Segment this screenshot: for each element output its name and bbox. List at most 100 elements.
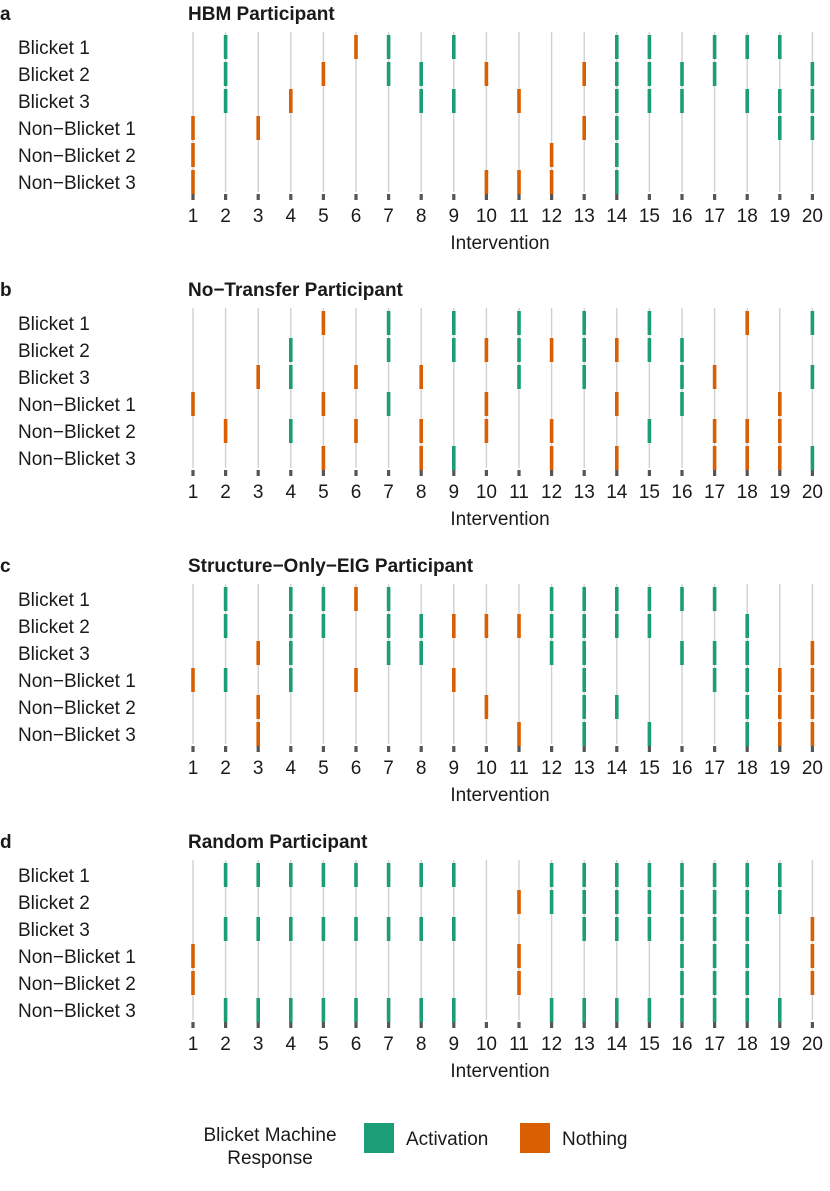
tick-label: 16 <box>671 1034 692 1055</box>
activation-mark <box>354 998 358 1022</box>
axis-tick <box>256 194 260 200</box>
nothing-mark <box>517 944 521 968</box>
axis-tick <box>778 1022 782 1028</box>
activation-mark <box>712 863 717 887</box>
nothing-mark <box>778 668 782 692</box>
nothing-mark <box>191 944 195 968</box>
row-label: Blicket 1 <box>18 38 90 59</box>
tick-label: 2 <box>220 482 231 503</box>
nothing-mark <box>810 695 815 719</box>
activation-mark <box>452 998 456 1022</box>
legend: Blicket Machine Response Activation Noth… <box>203 1123 628 1169</box>
tick-label: 8 <box>416 1034 427 1055</box>
nothing-mark <box>549 338 554 362</box>
activation-mark <box>386 587 391 611</box>
axis-tick <box>387 1022 391 1028</box>
tick-label: 14 <box>606 1034 628 1055</box>
axis-tick <box>745 470 749 476</box>
x-axis-title: Intervention <box>450 785 549 806</box>
activation-mark <box>745 971 749 995</box>
activation-mark <box>810 311 815 335</box>
nothing-mark <box>810 722 815 746</box>
activation-mark <box>615 863 619 887</box>
nothing-mark <box>778 722 782 746</box>
activation-mark <box>615 116 619 140</box>
axis-tick <box>289 470 293 476</box>
axis-tick <box>289 746 293 752</box>
activation-mark <box>517 311 521 335</box>
row-label: Blicket 3 <box>18 920 90 941</box>
row-label: Non−Blicket 2 <box>18 146 136 167</box>
panel-title: HBM Participant <box>188 4 335 25</box>
activation-mark <box>680 890 684 914</box>
activation-mark <box>745 722 749 746</box>
activation-mark <box>745 890 749 914</box>
tick-label: 18 <box>737 1034 758 1055</box>
nothing-mark <box>191 170 195 194</box>
row-label: Blicket 2 <box>18 65 90 86</box>
activation-mark <box>647 419 652 443</box>
axis-tick <box>647 194 651 200</box>
panel-letter: c <box>0 556 11 577</box>
nothing-mark <box>745 446 749 470</box>
activation-mark <box>386 311 391 335</box>
tick-label: 10 <box>476 206 497 227</box>
activation-mark <box>647 35 652 59</box>
activation-mark <box>615 998 619 1022</box>
tick-label: 5 <box>318 758 329 779</box>
axis-tick <box>647 746 651 752</box>
activation-mark <box>712 587 717 611</box>
activation-mark <box>680 89 684 113</box>
axis-tick <box>484 1022 488 1028</box>
nothing-mark <box>810 668 815 692</box>
axis-tick <box>321 194 325 200</box>
nothing-mark <box>419 419 423 443</box>
axis-tick <box>517 746 521 752</box>
tick-label: 9 <box>449 1034 460 1055</box>
tick-label: 3 <box>253 758 264 779</box>
axis-tick <box>224 746 228 752</box>
tick-label: 10 <box>476 758 497 779</box>
activation-mark <box>680 365 684 389</box>
tick-label: 19 <box>769 758 790 779</box>
row-label: Non−Blicket 1 <box>18 671 136 692</box>
nothing-mark <box>223 419 228 443</box>
nothing-mark <box>778 446 782 470</box>
activation-mark <box>712 998 717 1022</box>
activation-mark <box>615 890 619 914</box>
tick-label: 6 <box>351 482 362 503</box>
tick-label: 17 <box>704 758 725 779</box>
axis-tick <box>484 470 488 476</box>
nothing-mark <box>354 668 358 692</box>
axis-tick <box>680 746 684 752</box>
activation-mark <box>321 998 326 1022</box>
panel-letter: a <box>0 4 11 25</box>
nothing-mark <box>517 89 521 113</box>
nothing-mark <box>712 446 717 470</box>
x-axis-title: Intervention <box>450 233 549 254</box>
activation-mark <box>223 614 228 638</box>
activation-mark <box>745 944 749 968</box>
axis-tick <box>517 194 521 200</box>
activation-mark <box>778 89 782 113</box>
nothing-mark <box>517 722 521 746</box>
tick-label: 2 <box>220 1034 231 1055</box>
axis-tick <box>256 1022 260 1028</box>
activation-mark <box>745 614 749 638</box>
axis-tick <box>615 1022 619 1028</box>
activation-mark <box>289 419 293 443</box>
tick-label: 1 <box>188 206 199 227</box>
activation-mark <box>549 641 554 665</box>
activation-mark <box>582 998 586 1022</box>
legend-label-nothing: Nothing <box>562 1129 628 1150</box>
tick-label: 15 <box>639 482 660 503</box>
tick-label: 18 <box>737 206 758 227</box>
nothing-mark <box>484 419 489 443</box>
tick-label: 18 <box>737 482 758 503</box>
activation-mark <box>549 863 554 887</box>
activation-mark <box>647 614 652 638</box>
tick-label: 16 <box>671 758 692 779</box>
tick-label: 20 <box>802 206 823 227</box>
axis-tick <box>321 470 325 476</box>
